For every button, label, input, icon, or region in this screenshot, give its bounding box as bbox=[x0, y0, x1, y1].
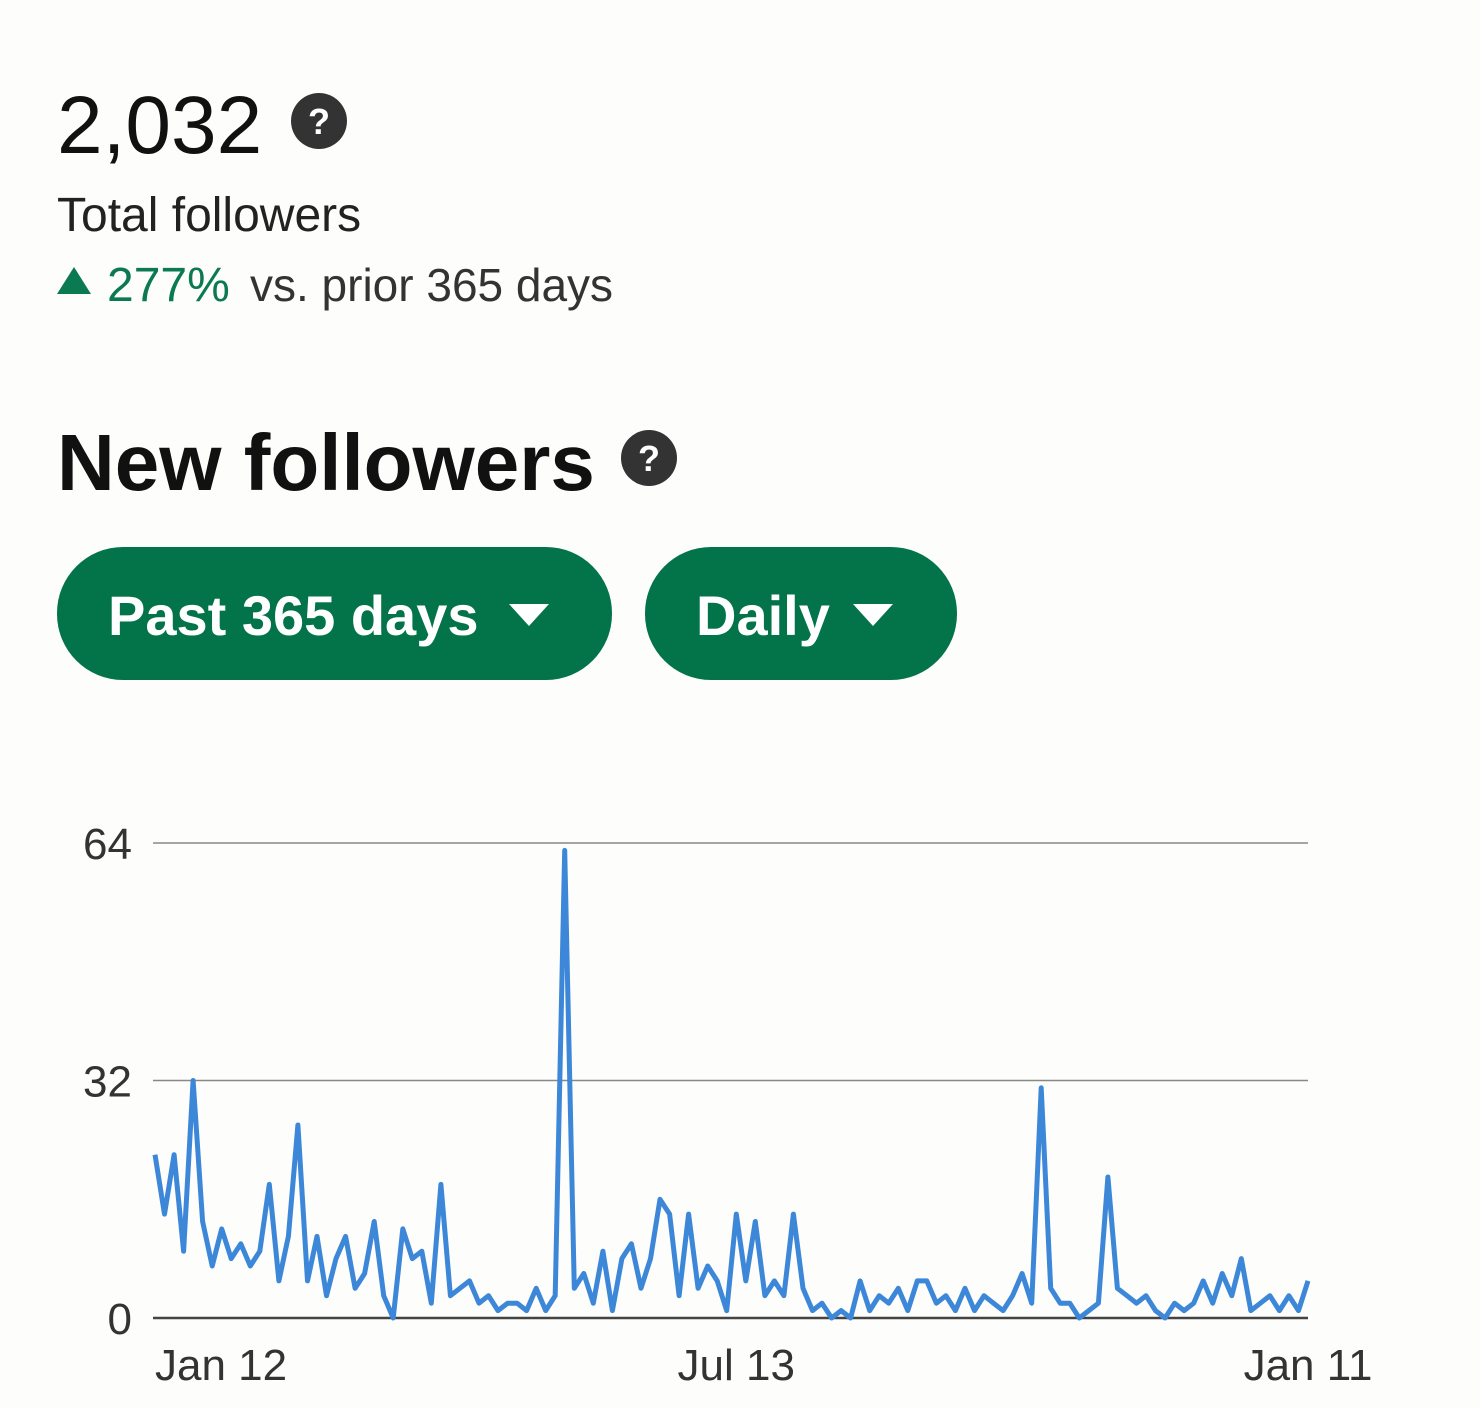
change-label: vs. prior 365 days bbox=[250, 259, 613, 311]
total-count: 2,032 bbox=[57, 80, 262, 171]
change-value: 277% bbox=[107, 259, 230, 312]
svg-text:?: ? bbox=[308, 101, 330, 142]
series-line bbox=[152, 847, 1311, 1321]
y-tick-label: 0 bbox=[108, 1295, 132, 1344]
help-icon[interactable]: ? bbox=[291, 93, 347, 149]
section-title: New followers bbox=[57, 418, 595, 507]
dropdown-label: Past 365 days bbox=[108, 584, 478, 647]
total-label: Total followers bbox=[57, 189, 361, 242]
x-tick-label: Jul 13 bbox=[678, 1341, 795, 1390]
help-icon[interactable]: ? bbox=[621, 430, 677, 486]
dropdown-label: Daily bbox=[696, 584, 830, 647]
chart: 0 32 64 Jan 12 Jul 13 Jan 11 bbox=[83, 820, 1372, 1390]
x-tick-label: Jan 12 bbox=[155, 1341, 287, 1390]
period-dropdown[interactable]: Past 365 days bbox=[57, 547, 612, 680]
x-tick-label: Jan 11 bbox=[1244, 1341, 1373, 1390]
interval-dropdown[interactable]: Daily bbox=[645, 547, 957, 680]
y-tick-label: 64 bbox=[83, 820, 132, 869]
y-tick-label: 32 bbox=[83, 1058, 132, 1107]
up-arrow bbox=[57, 267, 91, 294]
svg-text:?: ? bbox=[638, 438, 660, 479]
